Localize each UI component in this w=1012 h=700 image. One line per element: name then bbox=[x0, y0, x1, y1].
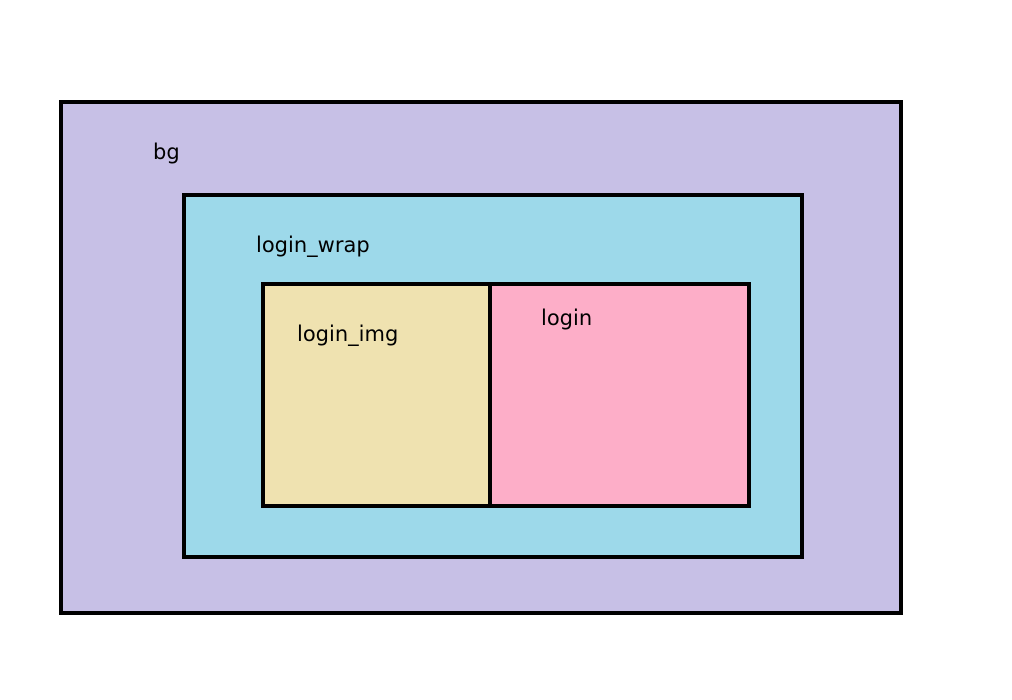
login-box: login bbox=[488, 282, 751, 508]
login-img-box: login_img bbox=[261, 282, 492, 508]
login-img-label: login_img bbox=[297, 322, 399, 346]
login-label: login bbox=[541, 306, 593, 330]
bg-label: bg bbox=[153, 140, 180, 164]
login-wrap-label: login_wrap bbox=[256, 233, 370, 257]
